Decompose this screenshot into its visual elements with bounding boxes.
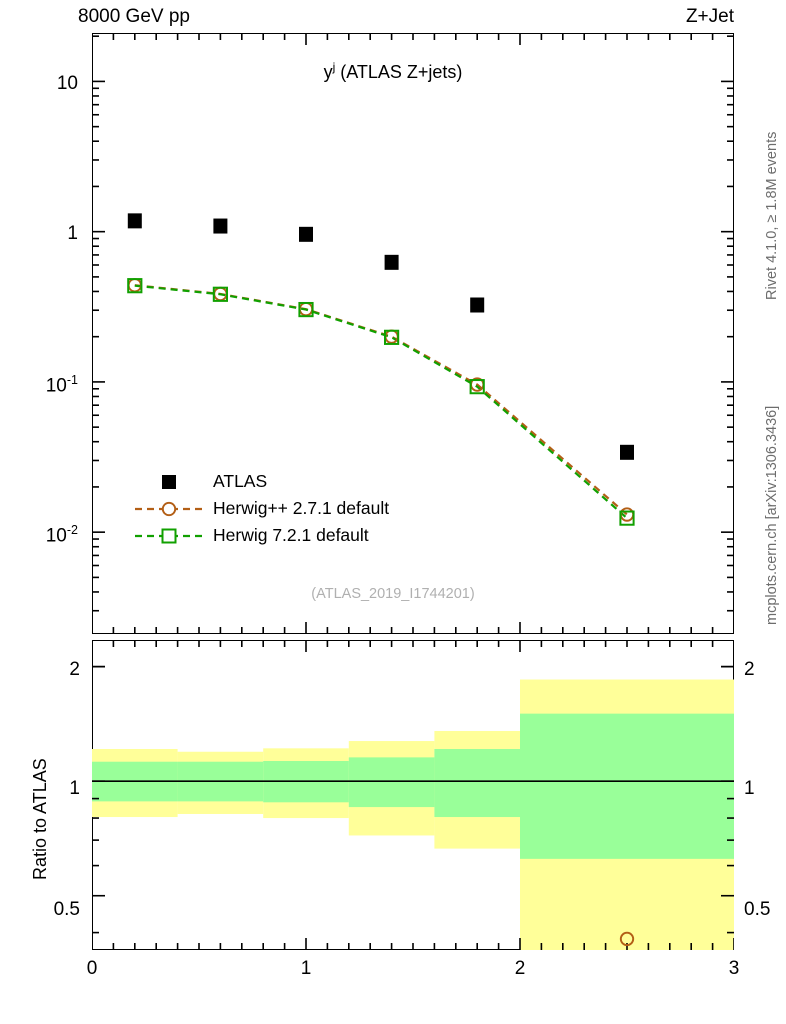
legend-label-0: ATLAS — [213, 471, 268, 491]
legend-label-2: Herwig 7.2.1 default — [213, 525, 369, 545]
header-process-label: Z+Jet — [685, 6, 734, 27]
ratio-ytick-label-right-1: 1 — [744, 778, 755, 799]
legend-item-0: ATLAS — [135, 468, 389, 495]
main-ytick-label-10: 10 — [10, 73, 78, 95]
legend-item-2: Herwig 7.2.1 default — [135, 522, 389, 549]
legend-marker-filled-square-icon — [135, 472, 203, 492]
legend-label-1: Herwig++ 2.7.1 default — [213, 498, 390, 518]
ratio-ytick-label-left-1: 1 — [69, 778, 80, 799]
main-plot-panel — [92, 33, 734, 634]
legend-marker-open-circle-icon — [135, 499, 203, 519]
main-ytick-sup-3: -2 — [66, 523, 78, 537]
ratio-ytick-label-right-05: 0.5 — [744, 899, 771, 920]
main-ytick-label-1: 1 — [10, 223, 78, 245]
xtick-label-1: 1 — [300, 958, 312, 979]
main-ytick-text-1: 1 — [67, 223, 78, 244]
legend-item-1: Herwig++ 2.7.1 default — [135, 495, 389, 522]
main-ytick-text-3: 10 — [45, 525, 67, 547]
ratio-plot-canvas — [92, 640, 734, 950]
plot-title: yj (ATLAS Z+jets) — [0, 60, 786, 83]
main-plot-canvas — [92, 33, 734, 634]
side-label-rivet: Rivet 4.1.0, ≥ 1.8M events — [764, 131, 780, 300]
ratio-ytick-label-left-2: 2 — [69, 659, 80, 680]
analysis-watermark: (ATLAS_2019_I1744201) — [311, 586, 475, 602]
legend-marker-open-square-icon — [135, 526, 203, 546]
main-ytick-text-0: 10 — [56, 73, 78, 94]
legend: ATLAS Herwig++ 2.7.1 default Herwig 7.2.1 … — [135, 468, 389, 549]
main-ytick-text-2: 10 — [45, 375, 67, 397]
main-ytick-label-0-1: 10-1 — [4, 373, 78, 397]
ratio-ytick-label-left-05: 0.5 — [53, 899, 80, 920]
header-beam-label: 8000 GeV pp — [78, 6, 190, 27]
ratio-axis-label: Ratio to ATLAS — [30, 758, 50, 880]
xtick-label-2: 2 — [514, 958, 526, 979]
side-label-mcplots: mcplots.cern.ch [arXiv:1306.3436] — [764, 405, 780, 625]
xtick-label-3: 3 — [728, 958, 740, 979]
plot-title-rest: (ATLAS Z+jets) — [335, 62, 463, 82]
xtick-label-0: 0 — [86, 958, 98, 979]
main-ytick-label-0-01: 10-2 — [4, 523, 78, 547]
main-ytick-sup-2: -1 — [66, 373, 78, 387]
ratio-ytick-label-right-2: 2 — [744, 659, 755, 680]
plot-title-base: y — [323, 62, 333, 82]
plot-title-superscript: j — [332, 60, 336, 74]
